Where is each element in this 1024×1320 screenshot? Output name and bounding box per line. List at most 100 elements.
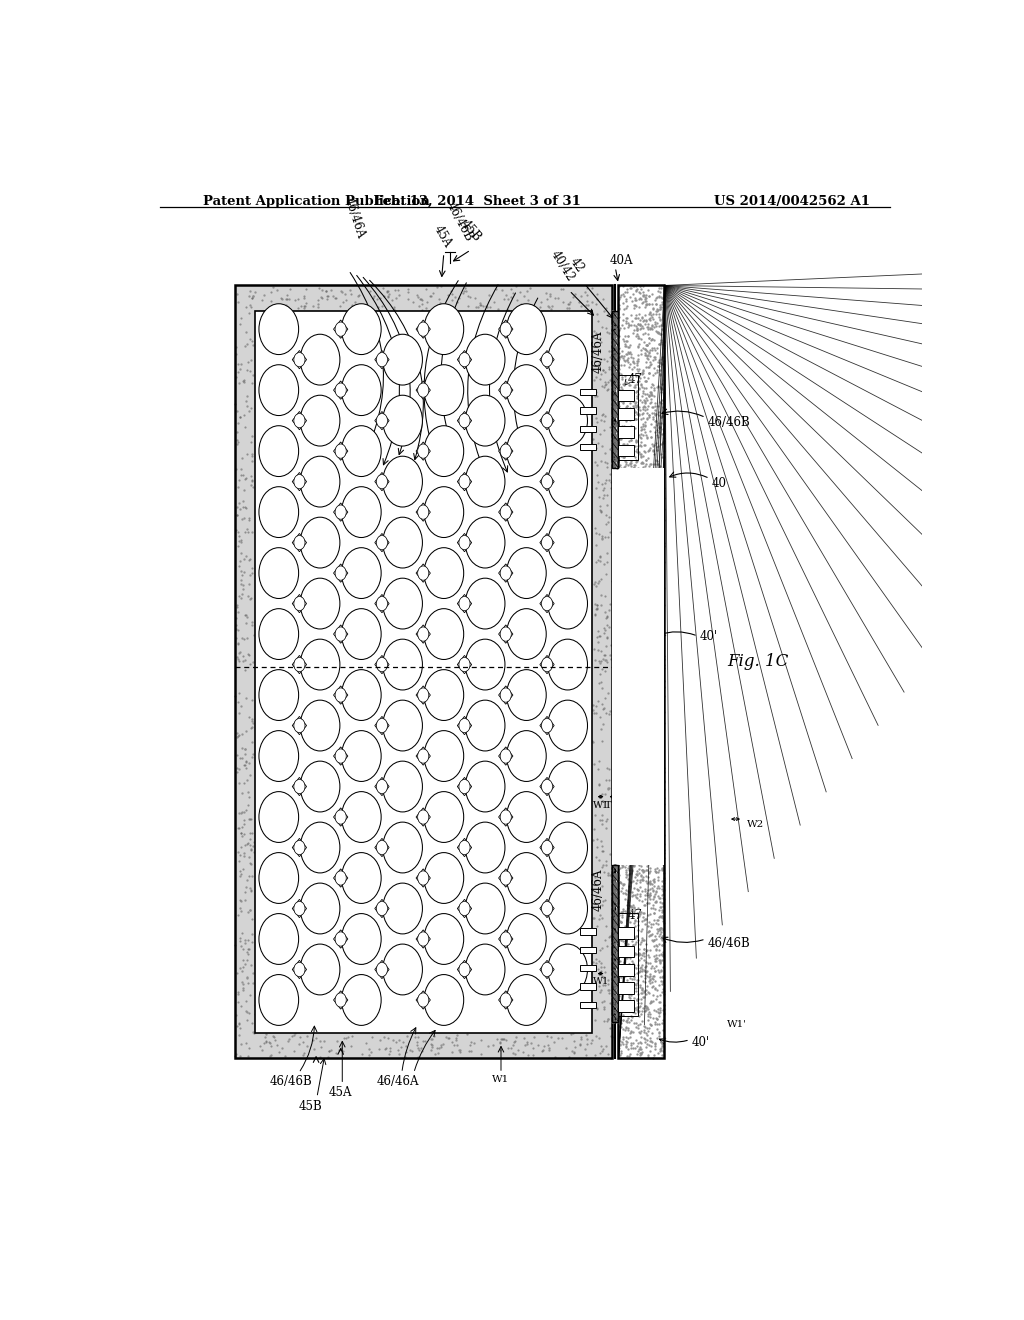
Point — [639, 383, 655, 404]
Point — [605, 878, 622, 899]
Point — [610, 374, 627, 395]
Point — [604, 876, 621, 898]
Point — [605, 973, 622, 994]
Point — [612, 585, 629, 606]
Point — [596, 618, 612, 639]
Point — [647, 1007, 664, 1028]
Point — [626, 954, 642, 975]
Point — [656, 983, 673, 1005]
Point — [615, 1005, 632, 1026]
Point — [644, 873, 660, 894]
Point — [616, 516, 633, 537]
Point — [655, 337, 672, 358]
Point — [621, 846, 637, 867]
Point — [648, 286, 665, 308]
Point — [606, 379, 623, 400]
Point — [573, 285, 590, 306]
Point — [245, 286, 261, 308]
Point — [609, 987, 626, 1008]
Point — [608, 974, 625, 995]
Point — [629, 374, 645, 395]
Point — [631, 813, 647, 834]
Point — [611, 564, 628, 585]
Circle shape — [418, 688, 429, 702]
Polygon shape — [499, 686, 513, 704]
Point — [343, 1036, 359, 1057]
Point — [646, 709, 663, 730]
Point — [627, 916, 643, 937]
Point — [605, 396, 622, 417]
Point — [331, 1039, 347, 1060]
Point — [641, 911, 657, 932]
Point — [611, 374, 628, 395]
Point — [616, 688, 633, 709]
Point — [626, 454, 642, 475]
Point — [540, 296, 556, 317]
Point — [621, 759, 637, 780]
Point — [636, 939, 652, 960]
Point — [244, 710, 260, 731]
Point — [641, 510, 657, 531]
Point — [631, 906, 647, 927]
Point — [621, 746, 637, 767]
Point — [610, 917, 627, 939]
Point — [630, 920, 646, 941]
Point — [636, 960, 652, 981]
Point — [600, 358, 616, 379]
Point — [632, 507, 648, 528]
Point — [517, 1035, 534, 1056]
Point — [648, 795, 665, 816]
Point — [623, 587, 639, 609]
Point — [629, 450, 645, 471]
Point — [612, 561, 629, 582]
Point — [629, 870, 645, 891]
Point — [604, 935, 621, 956]
Point — [611, 973, 628, 994]
Point — [613, 974, 630, 995]
Point — [654, 729, 671, 750]
Point — [605, 949, 622, 970]
Point — [637, 705, 653, 726]
Point — [611, 286, 628, 308]
Point — [655, 879, 672, 900]
Point — [641, 318, 657, 339]
Point — [608, 409, 625, 430]
Point — [610, 857, 627, 878]
Point — [621, 1011, 637, 1032]
Point — [607, 367, 624, 388]
Point — [232, 543, 249, 564]
Text: 45B: 45B — [299, 1100, 323, 1113]
Point — [646, 502, 663, 523]
Circle shape — [259, 364, 299, 416]
Point — [227, 458, 244, 479]
Point — [641, 920, 657, 941]
Point — [241, 787, 257, 808]
Point — [608, 364, 625, 385]
Point — [644, 888, 660, 909]
Point — [610, 425, 627, 446]
Point — [623, 692, 639, 713]
Point — [646, 822, 663, 843]
Point — [626, 490, 642, 511]
Point — [649, 301, 666, 322]
Polygon shape — [458, 656, 472, 673]
Point — [564, 1040, 581, 1061]
Point — [614, 525, 631, 546]
Point — [618, 935, 635, 956]
Point — [618, 723, 635, 744]
Point — [604, 436, 621, 457]
Point — [590, 310, 606, 331]
Point — [608, 338, 625, 359]
Point — [609, 314, 626, 335]
Point — [311, 277, 328, 298]
Point — [492, 1032, 508, 1053]
Point — [618, 841, 635, 862]
Point — [609, 395, 626, 416]
Point — [617, 727, 634, 748]
Point — [650, 1003, 667, 1024]
Circle shape — [383, 457, 423, 507]
Point — [635, 834, 651, 855]
Point — [642, 940, 658, 961]
Point — [560, 293, 577, 314]
Point — [609, 317, 626, 338]
